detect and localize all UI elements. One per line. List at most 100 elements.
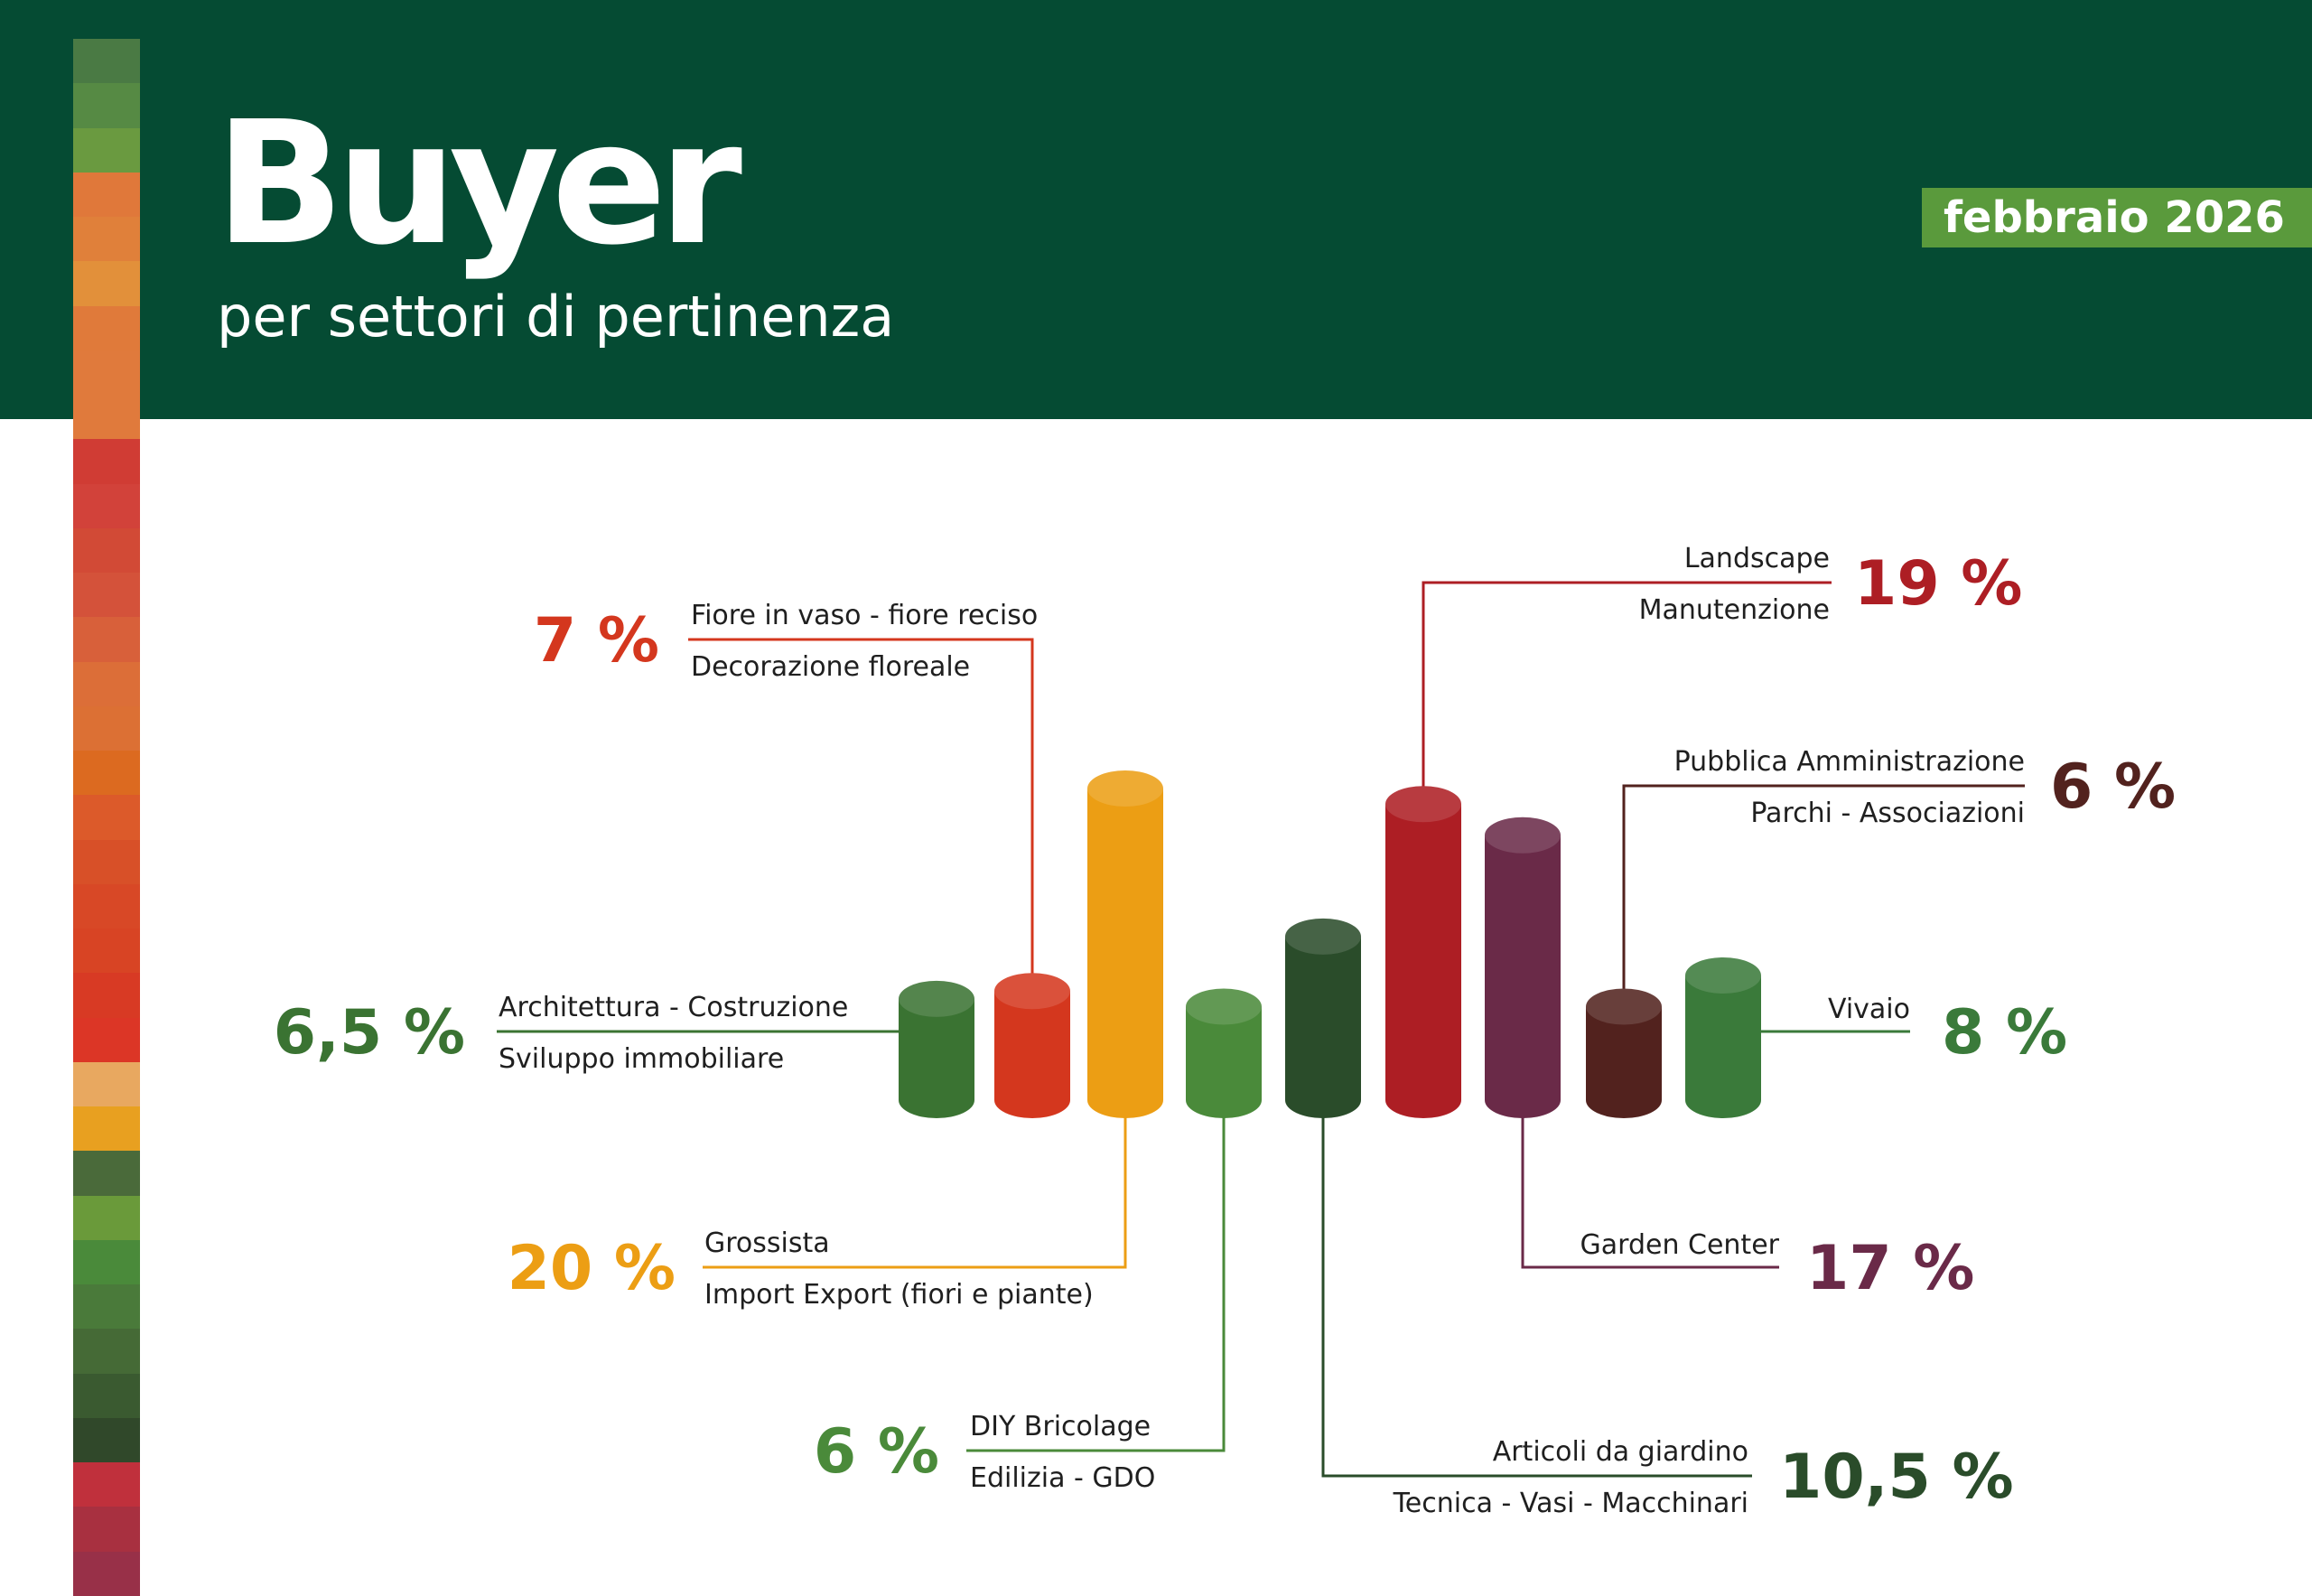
color-strip-swatch xyxy=(73,483,140,528)
color-strip-swatch xyxy=(73,395,140,440)
leader-line xyxy=(1622,784,2025,1005)
bar-top xyxy=(1385,786,1461,823)
color-strip-swatch xyxy=(73,617,140,662)
bar-top xyxy=(1586,988,1662,1025)
bar xyxy=(1087,789,1163,1118)
bar xyxy=(1285,936,1361,1118)
color-strip-swatch xyxy=(73,217,140,262)
color-strip-swatch xyxy=(73,172,140,217)
color-strip-swatch xyxy=(73,1462,140,1507)
sector-label: DIY Bricolage xyxy=(970,1411,1151,1442)
leader-line xyxy=(703,1116,1127,1269)
color-strip-swatch xyxy=(73,839,140,884)
color-strip-swatch xyxy=(73,305,140,350)
bar-top xyxy=(994,973,1070,1010)
color-strip-swatch xyxy=(73,527,140,573)
bar-group: DIY Bricolage Edilizia - GDO 6 % xyxy=(814,988,1262,1494)
sector-label: Edilizia - GDO xyxy=(970,1462,1155,1494)
sector-label: Grossista xyxy=(704,1227,830,1259)
bar-top xyxy=(899,980,974,1017)
bar-group: Architettura - Costruzione Sviluppo immob… xyxy=(274,980,974,1118)
leader-line xyxy=(688,638,1034,990)
value-label: 6 % xyxy=(814,1416,939,1488)
color-strip-swatch xyxy=(73,1151,140,1196)
color-strip-swatch xyxy=(73,1239,140,1284)
color-strip-swatch xyxy=(73,751,140,796)
color-strip-swatch xyxy=(73,883,140,929)
value-label: 6 % xyxy=(2050,751,2176,823)
value-label: 8 % xyxy=(1942,997,2067,1069)
bar-group: Garden Center 17 % xyxy=(1485,817,1974,1304)
value-label: 7 % xyxy=(534,605,659,677)
color-strip-swatch xyxy=(73,661,140,706)
page-subtitle: per settori di pertinenza xyxy=(217,284,895,350)
bar xyxy=(1685,975,1761,1118)
color-strip-swatch xyxy=(73,1373,140,1418)
color-strip-swatch xyxy=(73,705,140,751)
bar xyxy=(994,991,1070,1118)
color-strip-swatch xyxy=(73,350,140,395)
sector-label: Vivaio xyxy=(1828,994,1910,1025)
bar-group: Landscape Manutenzione 19 % xyxy=(1385,543,2022,1118)
color-strip-swatch xyxy=(73,973,140,1018)
header-banner: Buyer per settori di pertinenza febbraio… xyxy=(0,0,2312,419)
leader-line xyxy=(1521,1116,1779,1269)
color-strip-swatch xyxy=(73,1017,140,1062)
value-label: 20 % xyxy=(508,1233,676,1304)
sector-label: Manutenzione xyxy=(1639,594,1830,626)
bar-top xyxy=(1285,918,1361,955)
value-label: 10,5 % xyxy=(1779,1442,2014,1513)
color-strip-swatch xyxy=(73,39,140,84)
sector-label: Parchi - Associazioni xyxy=(1750,798,2025,829)
leader-line xyxy=(966,1116,1226,1452)
sector-label: Sviluppo immobiliare xyxy=(499,1043,784,1075)
page-title: Buyer xyxy=(215,85,742,283)
bar xyxy=(1586,1006,1662,1118)
color-strip-swatch xyxy=(73,1061,140,1106)
color-strip-swatch xyxy=(73,439,140,484)
bar-group: Vivaio 8 % xyxy=(1685,957,2067,1118)
bar-group: Grossista Import Export (fiori e piante) 2… xyxy=(508,770,1163,1311)
value-label: 17 % xyxy=(1806,1233,1974,1304)
bar xyxy=(1385,804,1461,1118)
sector-label: Landscape xyxy=(1684,543,1830,574)
color-strip-swatch xyxy=(73,127,140,173)
color-strip-swatch xyxy=(73,1551,140,1596)
bar xyxy=(1186,1006,1262,1118)
leader-line xyxy=(1321,1116,1752,1478)
bar-group: Articoli da giardino Tecnica - Vasi - Mac… xyxy=(1285,918,2014,1519)
bar-top xyxy=(1087,770,1163,807)
sector-label: Architettura - Costruzione xyxy=(499,992,848,1023)
sector-label: Articoli da giardino xyxy=(1493,1436,1748,1468)
bar-top xyxy=(1685,957,1761,994)
sector-label: Import Export (fiori e piante) xyxy=(704,1279,1094,1311)
color-strip-swatch xyxy=(73,1417,140,1462)
color-strip-swatch xyxy=(73,1329,140,1374)
bar xyxy=(1485,835,1561,1118)
color-strip-swatch xyxy=(73,1507,140,1552)
color-strip-swatch xyxy=(73,1284,140,1330)
leader-line xyxy=(1422,581,1832,803)
color-strip-swatch xyxy=(73,83,140,128)
date-badge: febbraio 2026 xyxy=(1922,188,2312,247)
sector-label: Tecnica - Vasi - Macchinari xyxy=(1393,1488,1748,1519)
value-label: 6,5 % xyxy=(274,997,465,1069)
sector-label: Fiore in vaso - fiore reciso xyxy=(691,600,1038,631)
value-label: 19 % xyxy=(1854,548,2022,620)
color-strip xyxy=(73,39,140,1596)
color-strip-swatch xyxy=(73,573,140,618)
sector-label: Garden Center xyxy=(1580,1229,1780,1261)
sector-label: Pubblica Amministrazione xyxy=(1674,746,2025,778)
color-strip-swatch xyxy=(73,1106,140,1152)
bar xyxy=(899,998,974,1118)
bar-group: Fiore in vaso - fiore reciso Decorazione … xyxy=(534,600,1070,1118)
bar-top xyxy=(1485,817,1561,854)
bar-group: Pubblica Amministrazione Parchi - Associa… xyxy=(1586,746,2176,1118)
bar-top xyxy=(1186,988,1262,1025)
color-strip-swatch xyxy=(73,795,140,840)
sector-label: Decorazione floreale xyxy=(691,651,970,683)
color-strip-swatch xyxy=(73,261,140,306)
color-strip-swatch xyxy=(73,929,140,974)
color-strip-swatch xyxy=(73,1195,140,1240)
